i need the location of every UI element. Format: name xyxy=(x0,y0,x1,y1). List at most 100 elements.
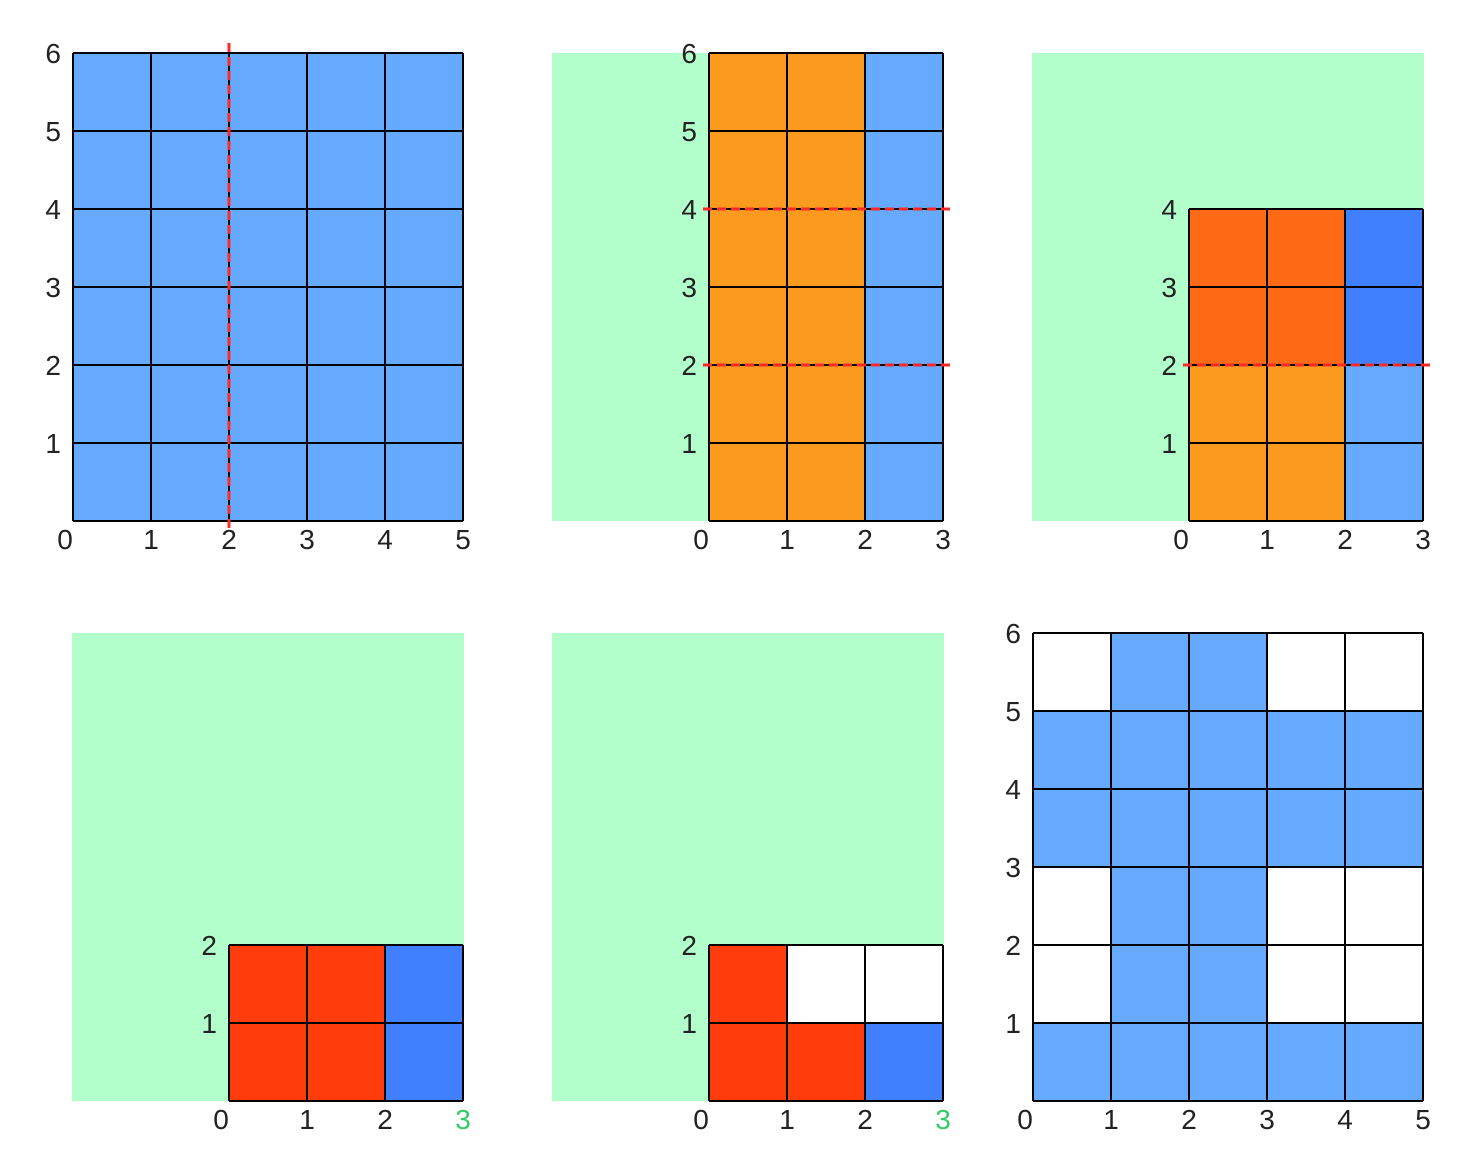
y-tick-label: 2 xyxy=(201,930,217,961)
x-tick-label: 3 xyxy=(1259,1104,1275,1135)
grid-cell xyxy=(229,365,307,443)
grid-cell xyxy=(1189,867,1267,945)
y-tick-label: 4 xyxy=(681,194,697,225)
grid-cell xyxy=(1267,945,1345,1023)
x-tick-label: 3 xyxy=(299,524,315,555)
grid-cell xyxy=(1267,789,1345,867)
grid-cell xyxy=(1345,867,1423,945)
x-tick-label: 2 xyxy=(1337,524,1353,555)
x-tick-label: 1 xyxy=(779,524,795,555)
grid-cell xyxy=(1189,287,1267,365)
grid-cell xyxy=(229,209,307,287)
grid-cell xyxy=(1345,209,1423,287)
grid-cell xyxy=(1345,633,1423,711)
y-tick-label: 1 xyxy=(201,1008,217,1039)
grid-cell xyxy=(151,365,229,443)
grid-cell xyxy=(385,209,463,287)
y-tick-label: 1 xyxy=(681,428,697,459)
grid-cell xyxy=(151,131,229,209)
y-tick-label: 1 xyxy=(1161,428,1177,459)
grid-cell xyxy=(1267,633,1345,711)
grid-cell xyxy=(1111,789,1189,867)
grid-cell xyxy=(307,287,385,365)
grid-cell xyxy=(787,365,865,443)
grid-cell xyxy=(787,945,865,1023)
x-tick-label: 3 xyxy=(1415,524,1431,555)
x-tick-label: 2 xyxy=(1181,1104,1197,1135)
grid-cell xyxy=(787,209,865,287)
grid-cell xyxy=(1189,443,1267,521)
x-tick-label: 3 xyxy=(455,1104,471,1135)
y-tick-label: 4 xyxy=(1005,774,1021,805)
grid-cell xyxy=(73,209,151,287)
grid-cell xyxy=(1267,209,1345,287)
grid-cell xyxy=(307,131,385,209)
grid-cell xyxy=(73,443,151,521)
grid-cell xyxy=(865,53,943,131)
grid-cell xyxy=(1267,287,1345,365)
grid-cell xyxy=(1111,945,1189,1023)
grid-cell xyxy=(1189,633,1267,711)
x-tick-label: 0 xyxy=(693,1104,709,1135)
grid-cell xyxy=(865,945,943,1023)
grid-cell xyxy=(229,443,307,521)
grid-cell xyxy=(1033,633,1111,711)
grid-cell xyxy=(1189,945,1267,1023)
x-tick-label: 0 xyxy=(213,1104,229,1135)
grid-cell xyxy=(73,365,151,443)
grid-cell xyxy=(73,287,151,365)
grid-cell xyxy=(709,945,787,1023)
x-tick-label: 0 xyxy=(1173,524,1189,555)
grid-cell xyxy=(229,1023,307,1101)
grid-cell xyxy=(709,287,787,365)
y-tick-label: 1 xyxy=(1005,1008,1021,1039)
panel-6: 0 1 2 3 4 5 1 2 3 4 5 6 xyxy=(1005,618,1430,1135)
x-tick-label: 4 xyxy=(1337,1104,1353,1135)
x-tick-label: 0 xyxy=(57,524,73,555)
grid-cell xyxy=(385,945,463,1023)
y-tick-label: 2 xyxy=(681,930,697,961)
y-tick-label: 4 xyxy=(1161,194,1177,225)
x-tick-label: 2 xyxy=(221,524,237,555)
grid-cell xyxy=(1345,711,1423,789)
grid-cell xyxy=(151,209,229,287)
grid-cell xyxy=(1111,711,1189,789)
grid-cell xyxy=(73,53,151,131)
x-tick-label: 0 xyxy=(693,524,709,555)
x-tick-label: 1 xyxy=(1103,1104,1119,1135)
grid-cell xyxy=(229,53,307,131)
grid-cell xyxy=(385,1023,463,1101)
panel-3: 0 1 2 3 1 2 3 4 xyxy=(1032,53,1433,555)
grid-cell xyxy=(1345,365,1423,443)
x-tick-label: 2 xyxy=(857,524,873,555)
grid-cell xyxy=(229,287,307,365)
y-tick-label: 3 xyxy=(45,272,61,303)
grid-cell xyxy=(865,365,943,443)
grid-cell xyxy=(1267,1023,1345,1101)
x-tick-label: 1 xyxy=(779,1104,795,1135)
grid-cell xyxy=(307,209,385,287)
grid-cell xyxy=(709,1023,787,1101)
grid-cell xyxy=(385,443,463,521)
grid-cell xyxy=(385,131,463,209)
y-tick-label: 3 xyxy=(681,272,697,303)
grid-cell xyxy=(1111,867,1189,945)
grid-cell xyxy=(1189,365,1267,443)
grid-cell xyxy=(1033,945,1111,1023)
y-tick-label: 6 xyxy=(45,38,61,69)
x-tick-label: 4 xyxy=(377,524,393,555)
grid-cell xyxy=(229,131,307,209)
grid-cell xyxy=(385,365,463,443)
x-tick-label: 0 xyxy=(1017,1104,1033,1135)
y-tick-label: 2 xyxy=(681,350,697,381)
grid-cell xyxy=(151,443,229,521)
grid-cell xyxy=(1033,1023,1111,1101)
grid-cell xyxy=(709,365,787,443)
grid-cell xyxy=(1345,443,1423,521)
x-tick-label: 1 xyxy=(1259,524,1275,555)
grid-cell xyxy=(709,131,787,209)
grid-cell xyxy=(1189,209,1267,287)
grid-cell xyxy=(1267,867,1345,945)
grid-cell xyxy=(1033,789,1111,867)
